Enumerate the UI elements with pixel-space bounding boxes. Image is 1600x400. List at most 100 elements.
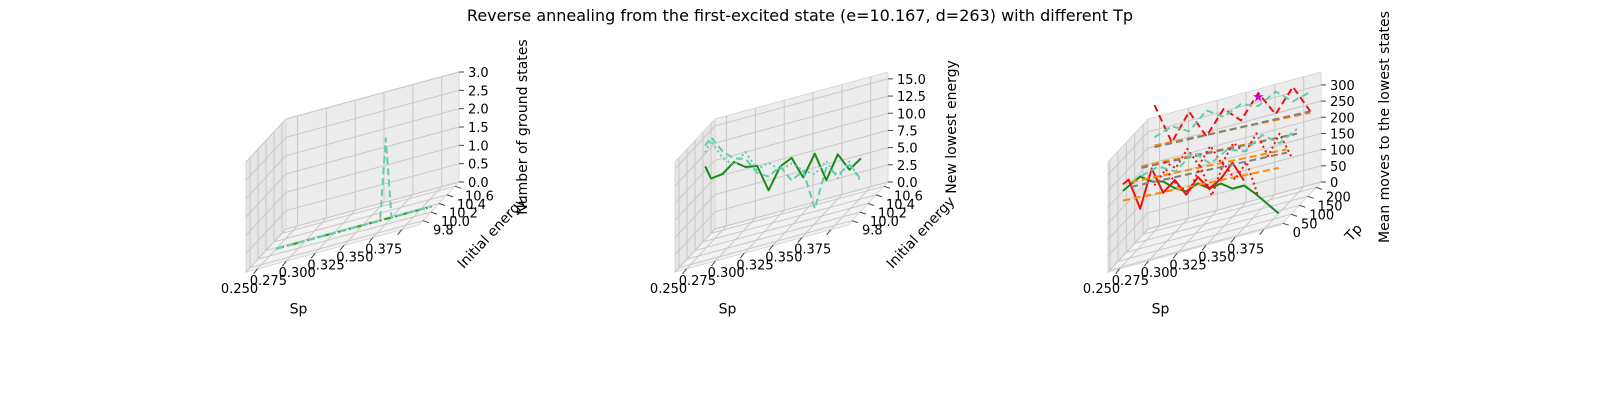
y-tick-label: 9.8 bbox=[433, 224, 454, 239]
y-tick-label: 10.2 bbox=[878, 207, 907, 222]
z-tick-label: 250 bbox=[1330, 95, 1355, 110]
z-tick-label: 300 bbox=[1330, 79, 1355, 94]
y-tick-label: 10.4 bbox=[886, 198, 915, 213]
z-tick-label: 0.5 bbox=[468, 158, 489, 173]
y-tick-mark bbox=[1290, 213, 1298, 217]
subplot-1: 0.2500.2750.3000.3250.3500.3759.810.010.… bbox=[221, 39, 531, 317]
series-line-14 bbox=[1153, 90, 1311, 139]
y-tick-label: 10.4 bbox=[457, 198, 486, 213]
x-tick-label: 0.275 bbox=[1112, 274, 1149, 289]
z-tick-label: 200 bbox=[1330, 111, 1355, 126]
x-tick-mark bbox=[1230, 237, 1236, 243]
x-tick-mark bbox=[797, 237, 803, 243]
series-line-12 bbox=[1153, 85, 1312, 144]
gridline-z bbox=[674, 147, 889, 238]
x-tick-label: 0.300 bbox=[1141, 266, 1178, 281]
x-axis-label: Sp bbox=[290, 302, 308, 318]
subplot-2: 0.2500.2750.3000.3250.3500.3759.810.010.… bbox=[650, 60, 960, 317]
y-tick-label: 10.0 bbox=[441, 215, 470, 230]
z-tick-label: 12.5 bbox=[897, 90, 926, 105]
y-tick-mark bbox=[422, 220, 430, 224]
z-tick-label: 2.5 bbox=[468, 84, 489, 99]
x-tick-label: 0.250 bbox=[1083, 282, 1120, 297]
y-tick-mark bbox=[883, 185, 891, 189]
y-tick-mark bbox=[446, 194, 454, 198]
y-tick-label: 9.8 bbox=[862, 224, 883, 239]
y-tick-mark bbox=[859, 211, 867, 215]
x-tick-mark bbox=[339, 245, 345, 251]
z-axis-label: Number of ground states bbox=[515, 39, 531, 214]
x-tick-label: 0.300 bbox=[708, 266, 745, 281]
z-axis-label: New lowest energy bbox=[944, 60, 960, 194]
gridline-z bbox=[1107, 116, 1322, 208]
z-tick-label: 2.5 bbox=[897, 159, 918, 174]
x-tick-mark bbox=[397, 229, 403, 236]
gridline-z bbox=[674, 78, 889, 170]
y-tick-mark bbox=[851, 220, 859, 224]
x-tick-label: 0.375 bbox=[1227, 243, 1264, 258]
z-tick-label: 3.0 bbox=[468, 66, 489, 81]
z-tick-label: 0 bbox=[1330, 176, 1338, 191]
y-tick-label: 150 bbox=[1318, 199, 1343, 214]
y-tick-label: 10.6 bbox=[465, 189, 494, 204]
series-line-9 bbox=[1154, 110, 1311, 149]
gridline-z bbox=[674, 112, 889, 204]
x-tick-mark bbox=[826, 229, 832, 236]
x-tick-label: 0.275 bbox=[679, 274, 716, 289]
x-tick-label: 0.325 bbox=[736, 258, 773, 273]
x-tick-mark bbox=[310, 252, 316, 259]
z-tick-label: 0.0 bbox=[897, 176, 918, 191]
series-line-2 bbox=[1122, 161, 1245, 210]
y-tick-label: 100 bbox=[1309, 208, 1334, 223]
gridline-z bbox=[245, 108, 460, 200]
series-marker: ★ bbox=[1252, 89, 1265, 105]
y-tick-label: 10.0 bbox=[870, 215, 899, 230]
y-tick-mark bbox=[875, 194, 883, 198]
series-line-1 bbox=[1122, 175, 1280, 215]
y-tick-mark bbox=[430, 211, 438, 215]
x-tick-mark bbox=[682, 268, 687, 275]
gridline-z bbox=[245, 71, 460, 163]
y-tick-label: 10.2 bbox=[449, 207, 478, 222]
y-tick-mark bbox=[438, 203, 446, 206]
x-tick-mark bbox=[281, 260, 287, 267]
z-tick-label: 7.5 bbox=[897, 124, 918, 139]
z-tick-label: 0.0 bbox=[468, 176, 489, 191]
z-tick-label: 2.0 bbox=[468, 103, 489, 118]
series-line-13 bbox=[1140, 128, 1298, 177]
series-line-2 bbox=[275, 137, 433, 250]
gridline-z bbox=[245, 163, 460, 255]
x-tick-label: 0.300 bbox=[279, 266, 316, 281]
x-tick-mark bbox=[1115, 268, 1120, 275]
x-tick-mark bbox=[739, 252, 745, 259]
x-tick-mark bbox=[368, 237, 374, 243]
x-tick-label: 0.250 bbox=[650, 282, 687, 297]
series-line-2 bbox=[704, 136, 862, 210]
y-tick-label: 10.6 bbox=[894, 189, 923, 204]
x-tick-label: 0.375 bbox=[365, 243, 402, 258]
x-tick-mark bbox=[710, 260, 716, 267]
z-axis-label: Mean moves to the lowest states bbox=[1377, 11, 1393, 243]
z-tick-label: 10.0 bbox=[897, 107, 926, 122]
figure-title: Reverse annealing from the first-excited… bbox=[466, 6, 1134, 25]
gridline-z bbox=[1107, 149, 1322, 240]
y-tick-mark bbox=[454, 185, 462, 189]
x-tick-label: 0.350 bbox=[765, 251, 802, 266]
x-tick-label: 0.350 bbox=[336, 251, 373, 266]
x-tick-mark bbox=[768, 245, 774, 251]
gridline-z bbox=[1107, 165, 1322, 257]
gridline-z bbox=[674, 164, 889, 256]
x-tick-label: 0.275 bbox=[250, 274, 287, 289]
z-tick-label: 1.0 bbox=[468, 139, 489, 154]
x-tick-mark bbox=[1143, 260, 1149, 267]
gridline-z bbox=[245, 126, 460, 218]
x-tick-mark bbox=[1259, 229, 1265, 236]
x-tick-mark bbox=[1172, 252, 1178, 259]
x-axis-label: Sp bbox=[1152, 302, 1170, 318]
y-tick-label: 50 bbox=[1301, 217, 1318, 232]
x-tick-label: 0.250 bbox=[221, 282, 258, 297]
gridline-z bbox=[245, 89, 460, 181]
x-tick-label: 0.350 bbox=[1198, 251, 1235, 266]
